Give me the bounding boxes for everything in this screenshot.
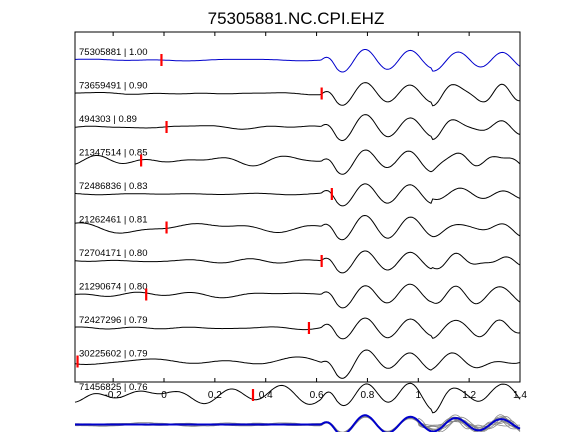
plot-frame [74, 31, 521, 383]
trace-label: 72704171 | 0.80 [79, 248, 148, 259]
trace-line [74, 349, 521, 379]
trace-label: 21290674 | 0.80 [79, 282, 148, 293]
trace-line [74, 114, 521, 142]
trace-line [74, 214, 521, 241]
trace-label: 75305881 | 1.00 [79, 47, 148, 58]
trace-line [74, 283, 521, 309]
x-tick-label: 1.4 [513, 390, 527, 401]
x-tick-label: 0.8 [360, 390, 374, 401]
trace-label: 494303 | 0.89 [79, 114, 137, 125]
x-tick-label: 0 [161, 390, 167, 401]
trace-line [74, 250, 521, 274]
plot-area: 75305881 | 1.00 73659491 | 0.90 494303 | 0… [74, 47, 521, 432]
x-tick-label: 1 [416, 390, 422, 401]
x-tick-label: -0.2 [105, 390, 123, 401]
x-tick-label: 0.4 [259, 390, 273, 401]
stack-mean-line [75, 414, 521, 432]
trace-line [74, 382, 521, 414]
trace-line [74, 183, 521, 207]
trace-line [74, 82, 521, 107]
x-tick-label: 0.6 [310, 390, 324, 401]
x-tick-label: 0.2 [208, 390, 222, 401]
trace-label: 21262461 | 0.81 [79, 215, 148, 226]
trace-label: 72486836 | 0.83 [79, 181, 148, 192]
trace-line [75, 49, 521, 73]
trace-label: 71456825 | 0.76 [79, 382, 148, 393]
trace-line [74, 149, 521, 175]
x-axis: -0.2 0 0.2 0.4 0.6 0.8 1 1.2 1.4 [105, 32, 527, 401]
x-tick-label: 1.2 [462, 390, 476, 401]
trace-label: 73659491 | 0.90 [79, 81, 148, 92]
trace-label: 21347514 | 0.85 [79, 148, 148, 159]
trace-label: 30225602 | 0.79 [79, 349, 148, 360]
trace-line [74, 317, 521, 340]
chart-title: 75305881.NC.CPI.EHZ [208, 9, 385, 28]
trace-label: 72427296 | 0.79 [79, 315, 148, 326]
